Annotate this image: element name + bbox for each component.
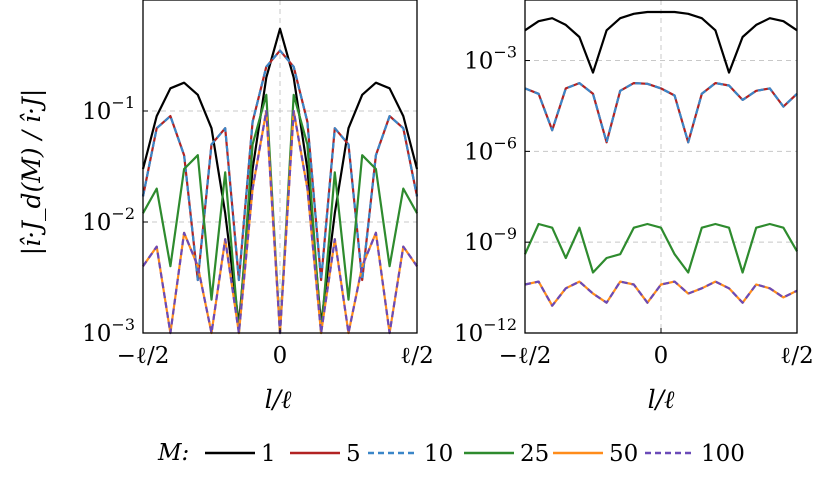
left-y-ticks: 10−3 10−2 10−1 bbox=[82, 93, 148, 347]
y-tick-label: 10−2 bbox=[82, 204, 135, 236]
y-tick-label: 10−3 bbox=[82, 315, 135, 347]
x-tick-label: ℓ/2 bbox=[400, 343, 433, 369]
y-tick-label: 10−3 bbox=[464, 43, 517, 75]
x-tick-label: −ℓ/2 bbox=[117, 343, 170, 369]
right-panel: −ℓ/2 0 ℓ/2 10−12 10−9 10−6 10−3 l/ℓ bbox=[454, 0, 814, 414]
right-x-ticks: −ℓ/2 0 ℓ/2 bbox=[499, 328, 814, 369]
y-tick-label: 10−6 bbox=[464, 133, 517, 165]
x-tick-label: −ℓ/2 bbox=[499, 343, 552, 369]
legend-label-m-100: 100 bbox=[701, 441, 745, 467]
series-line-m-1 bbox=[141, 27, 419, 326]
right-x-axis-label: l/ℓ bbox=[648, 385, 675, 414]
series-line-m-10 bbox=[524, 81, 798, 144]
legend-items: 1 5 10 25 50 100 bbox=[205, 441, 745, 467]
series-line-m-1 bbox=[524, 10, 798, 74]
left-x-axis-label: l/ℓ bbox=[265, 385, 292, 414]
series-line-m-25 bbox=[523, 222, 798, 274]
left-panel: −ℓ/2 0 ℓ/2 10−3 10−2 10−1 l/ℓ |î·J_d(M) / î·… bbox=[17, 0, 434, 414]
legend: M: 1 5 10 25 50 100 bbox=[157, 440, 745, 467]
legend-label-m-10: 10 bbox=[424, 441, 453, 467]
right-series bbox=[523, 10, 798, 307]
legend-label-m-25: 25 bbox=[520, 441, 549, 467]
x-tick-label: 0 bbox=[273, 343, 288, 369]
x-tick-label: 0 bbox=[654, 343, 669, 369]
y-tick-label: 10−9 bbox=[464, 224, 517, 256]
y-tick-label: 10−12 bbox=[454, 315, 517, 347]
left-x-ticks: −ℓ/2 0 ℓ/2 bbox=[117, 328, 434, 369]
series-line-m-10 bbox=[141, 49, 419, 282]
right-y-ticks: 10−12 10−9 10−6 10−3 bbox=[454, 43, 530, 347]
legend-label-m-1: 1 bbox=[261, 441, 276, 467]
legend-label-m-50: 50 bbox=[609, 441, 638, 467]
left-y-axis-label: |î·J_d(M) / î·J| bbox=[17, 89, 47, 256]
legend-title: M: bbox=[157, 440, 189, 466]
right-gridlines bbox=[524, 0, 798, 333]
series-line-m-50 bbox=[524, 280, 798, 307]
legend-label-m-5: 5 bbox=[346, 441, 361, 467]
x-tick-label: ℓ/2 bbox=[780, 343, 813, 369]
y-tick-label: 10−1 bbox=[82, 93, 135, 125]
